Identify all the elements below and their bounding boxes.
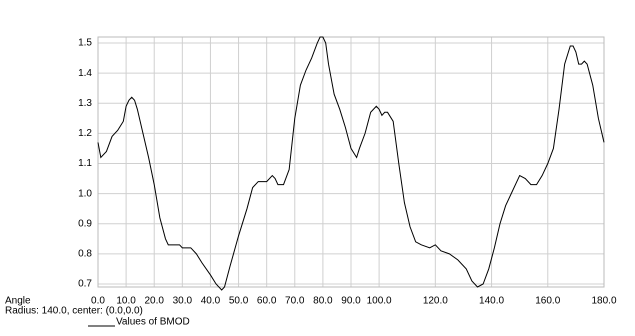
y-tick-label: 0.8 [78, 249, 92, 260]
line-series [97, 36, 605, 291]
x-tick-label: 40.0 [201, 296, 221, 307]
x-tick-label: 30.0 [173, 296, 193, 307]
y-tick-label: 1.4 [78, 68, 92, 79]
y-tick-label: 1.0 [78, 188, 92, 199]
x-tick-label: 160.0 [535, 296, 560, 307]
y-tick-label: 1.2 [78, 128, 92, 139]
x-tick-label: 70.0 [285, 296, 305, 307]
x-tick-label: 60.0 [257, 296, 277, 307]
x-tick-label: 100.0 [367, 296, 392, 307]
y-tick-label: 1.1 [78, 158, 92, 169]
x-tick-label: 10.0 [116, 296, 136, 307]
x-tick-label: 120.0 [423, 296, 448, 307]
x-axis-label: Angle [5, 296, 31, 307]
x-tick-label: 180.0 [591, 296, 616, 307]
x-tick-label: 140.0 [479, 296, 504, 307]
x-tick-label: 20.0 [144, 296, 164, 307]
legend-label: Values of BMOD [116, 317, 190, 328]
subtitle: Radius: 140.0, center: (0.0,0.0) [5, 306, 143, 317]
x-tick-label: 90.0 [341, 296, 361, 307]
y-tick-label: 1.3 [78, 98, 92, 109]
x-tick-label: 0.0 [91, 296, 105, 307]
y-tick-label: 1.5 [78, 38, 92, 49]
y-tick-label: 0.9 [78, 218, 92, 229]
y-tick-label: 0.7 [78, 279, 92, 290]
plot-frame [97, 36, 605, 288]
x-tick-label: 80.0 [313, 296, 333, 307]
x-tick-label: 50.0 [229, 296, 249, 307]
